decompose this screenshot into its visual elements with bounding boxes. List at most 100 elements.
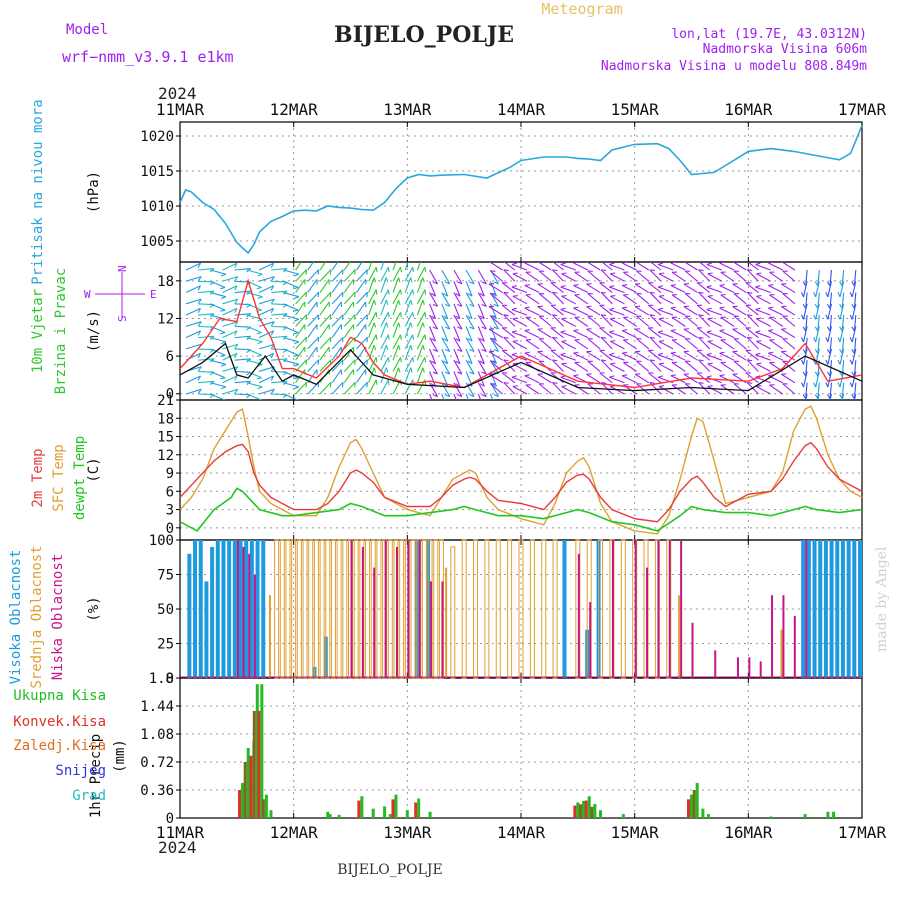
x-tick-label-top: 15MAR bbox=[611, 100, 660, 119]
wind-barb-head bbox=[720, 352, 725, 353]
cloud-bar bbox=[396, 547, 398, 678]
wind-barb bbox=[708, 364, 722, 372]
wind-barb-head bbox=[852, 349, 855, 353]
wind-barb bbox=[769, 340, 782, 349]
footer-station: BIJELO_POLJE bbox=[337, 862, 442, 878]
cloud-bar bbox=[578, 554, 580, 678]
wind-barb bbox=[235, 336, 251, 337]
wind-barb bbox=[526, 317, 539, 326]
wind-barb bbox=[733, 329, 747, 337]
wind-barb-head bbox=[257, 355, 262, 356]
wind-barb bbox=[685, 384, 697, 394]
y-tick-label: 18 bbox=[157, 411, 174, 427]
wind-barb bbox=[756, 386, 770, 394]
wind-barb-head bbox=[756, 296, 761, 297]
y-tick-label: 25 bbox=[157, 637, 174, 653]
cloud-bar bbox=[434, 540, 438, 678]
wind-barb-head bbox=[411, 345, 412, 350]
cloud-bar bbox=[562, 540, 566, 678]
wind-barb-head bbox=[756, 308, 761, 309]
wind-barb-head bbox=[343, 292, 344, 297]
wind-barb-head bbox=[803, 282, 806, 286]
wind-barb-head bbox=[814, 292, 816, 297]
wind-barb bbox=[685, 316, 697, 326]
wind-barb bbox=[210, 338, 225, 342]
y-tick-label: 21 bbox=[157, 393, 174, 409]
wind-barb bbox=[734, 294, 746, 304]
wind-barb bbox=[747, 337, 758, 349]
y-tick-label: 1.44 bbox=[140, 699, 174, 715]
wind-barb-head bbox=[756, 263, 761, 264]
precip-legend-item: Grad bbox=[72, 788, 106, 804]
wind-barb-head bbox=[852, 394, 855, 398]
wind-barb-head bbox=[376, 357, 377, 362]
precip-bar bbox=[417, 799, 420, 818]
precip-bar bbox=[406, 810, 409, 818]
wind-barb bbox=[562, 386, 576, 394]
wind-barb bbox=[369, 380, 377, 394]
wind-barb-head bbox=[413, 290, 414, 295]
wind-barb bbox=[344, 382, 355, 394]
temp-side-label-dew: dewpt Temp bbox=[72, 436, 88, 520]
precip-bar bbox=[599, 810, 602, 818]
wind-barb-head bbox=[609, 286, 614, 287]
wind-barb bbox=[783, 316, 795, 326]
wind-barb bbox=[781, 307, 795, 315]
wind-barb-head bbox=[411, 368, 412, 373]
wind-barb-head bbox=[815, 304, 818, 308]
wind-barb-head bbox=[707, 308, 712, 309]
wind-barb-head bbox=[413, 267, 414, 272]
wind-barb-head bbox=[756, 353, 761, 354]
wind-barb bbox=[659, 341, 673, 349]
wind-barb-head bbox=[561, 353, 566, 354]
wind-barb bbox=[699, 315, 710, 327]
precip-bar bbox=[265, 795, 268, 818]
wind-barb-head bbox=[401, 267, 402, 272]
cloud-bar bbox=[612, 540, 614, 678]
cloud-bar bbox=[530, 540, 534, 678]
wind-barb bbox=[235, 314, 251, 315]
wind-barb-head bbox=[561, 331, 566, 332]
wind-barb-head bbox=[801, 360, 803, 365]
wind-barb bbox=[685, 294, 697, 304]
x-tick-label-top: 17MAR bbox=[838, 100, 887, 119]
wind-barb bbox=[283, 360, 298, 364]
wind-barb bbox=[504, 337, 515, 349]
precip-bar bbox=[804, 814, 807, 818]
wind-barb bbox=[699, 270, 710, 282]
wind-barb-head bbox=[826, 292, 828, 297]
wind-barb-head bbox=[574, 352, 579, 353]
wind-barb-head bbox=[401, 357, 402, 362]
wind-barb bbox=[588, 294, 600, 304]
cloud-bar bbox=[248, 554, 250, 678]
wind-barb-head bbox=[293, 333, 298, 334]
wind-barb-head bbox=[708, 318, 713, 319]
wind-barb bbox=[539, 316, 551, 326]
precip-conv-bar bbox=[391, 799, 394, 818]
cloud-bar bbox=[669, 540, 671, 678]
precip-bar bbox=[707, 814, 710, 818]
wind-barb bbox=[671, 353, 685, 360]
wind-barb-head bbox=[671, 330, 676, 331]
precip-bar bbox=[593, 804, 596, 818]
wind-barb-head bbox=[803, 394, 806, 398]
wind-barb bbox=[344, 302, 353, 315]
wind-barb-head bbox=[425, 267, 426, 272]
wind-barb bbox=[525, 376, 539, 383]
wind-barb-head bbox=[622, 330, 627, 331]
wind-barb-head bbox=[658, 286, 663, 287]
wind-barb-head bbox=[401, 335, 402, 340]
wind-barb bbox=[283, 293, 298, 297]
wind-barb bbox=[733, 307, 747, 315]
wind-barb bbox=[610, 296, 624, 304]
wind-barb bbox=[344, 279, 353, 292]
wind-barb-head bbox=[815, 327, 818, 331]
wind-barb bbox=[539, 294, 551, 304]
wind-barb-head bbox=[423, 278, 424, 283]
wind-barb-head bbox=[850, 405, 852, 410]
cloud-bar bbox=[451, 547, 455, 678]
wind-barb bbox=[587, 262, 601, 270]
wind-barb-head bbox=[803, 304, 806, 308]
wind-barb-head bbox=[318, 270, 319, 275]
wind-barb-head bbox=[221, 364, 226, 366]
